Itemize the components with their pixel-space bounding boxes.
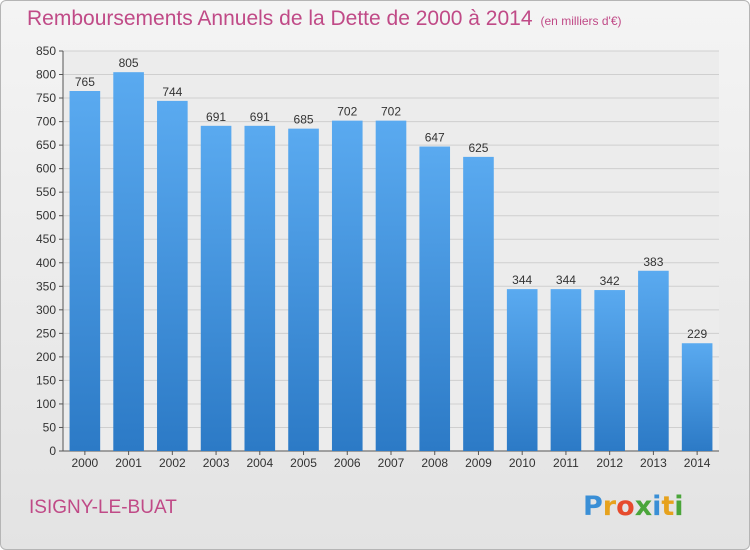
title-unit: (en milliers d'€) bbox=[540, 14, 622, 28]
bar-value-label: 344 bbox=[512, 273, 532, 287]
logo-letter: r bbox=[602, 491, 617, 522]
x-tick-label: 2005 bbox=[290, 456, 317, 470]
x-tick-label: 2006 bbox=[334, 456, 361, 470]
bar bbox=[681, 343, 713, 451]
y-tick-label: 300 bbox=[36, 303, 56, 317]
bar bbox=[419, 146, 451, 451]
x-tick-label: 2003 bbox=[203, 456, 230, 470]
bar-value-label: 702 bbox=[337, 105, 357, 119]
bar bbox=[69, 91, 101, 451]
bar-value-label: 744 bbox=[162, 85, 182, 99]
bar-value-label: 342 bbox=[600, 274, 620, 288]
logo-letter: i bbox=[674, 491, 684, 522]
logo-letter: o bbox=[616, 491, 635, 522]
x-tick-label: 2010 bbox=[509, 456, 536, 470]
bar-value-label: 691 bbox=[206, 110, 226, 124]
x-tick-label: 2008 bbox=[421, 456, 448, 470]
logo-letter: x bbox=[634, 491, 653, 522]
logo-letter: P bbox=[583, 491, 603, 522]
y-tick-label: 750 bbox=[36, 91, 56, 105]
bar-value-label: 685 bbox=[294, 113, 314, 127]
bar-value-label: 647 bbox=[425, 131, 445, 145]
y-tick-label: 200 bbox=[36, 350, 56, 364]
x-tick-label: 2013 bbox=[640, 456, 667, 470]
bar-value-label: 765 bbox=[75, 75, 95, 89]
chart-title: Remboursements Annuels de la Dette de 20… bbox=[27, 7, 622, 31]
y-tick-label: 100 bbox=[36, 397, 56, 411]
bar-value-label: 702 bbox=[381, 105, 401, 119]
y-tick-label: 500 bbox=[36, 209, 56, 223]
x-tick-label: 2009 bbox=[465, 456, 492, 470]
bar bbox=[200, 125, 232, 451]
proxiti-logo: Proxiti bbox=[583, 491, 684, 522]
y-tick-label: 700 bbox=[36, 115, 56, 129]
bar bbox=[331, 120, 363, 451]
x-tick-label: 2001 bbox=[115, 456, 142, 470]
bar-value-label: 691 bbox=[250, 110, 270, 124]
y-tick-label: 850 bbox=[36, 44, 56, 58]
commune-name: ISIGNY-LE-BUAT bbox=[29, 497, 177, 518]
bar bbox=[375, 120, 407, 451]
bar-value-label: 805 bbox=[119, 56, 139, 70]
y-tick-label: 800 bbox=[36, 68, 56, 82]
bar-value-label: 625 bbox=[468, 141, 488, 155]
x-tick-label: 2011 bbox=[553, 456, 579, 470]
logo-letter: t bbox=[661, 491, 675, 522]
bar bbox=[244, 125, 276, 451]
bar bbox=[288, 128, 319, 451]
bar-value-label: 344 bbox=[556, 273, 576, 287]
bar bbox=[638, 270, 669, 451]
x-tick-label: 2004 bbox=[246, 456, 273, 470]
bar-value-label: 383 bbox=[643, 255, 663, 269]
x-tick-label: 2000 bbox=[72, 456, 99, 470]
bar bbox=[113, 72, 144, 452]
y-tick-label: 600 bbox=[36, 162, 56, 176]
bar bbox=[506, 289, 538, 451]
bar-value-label: 229 bbox=[687, 327, 707, 341]
y-tick-label: 150 bbox=[36, 373, 56, 387]
y-tick-label: 650 bbox=[36, 138, 56, 152]
y-tick-label: 350 bbox=[36, 279, 56, 293]
y-tick-label: 50 bbox=[43, 420, 57, 434]
bar bbox=[594, 290, 625, 451]
y-tick-label: 400 bbox=[36, 256, 56, 270]
x-tick-label: 2014 bbox=[684, 456, 711, 470]
y-tick-label: 250 bbox=[36, 326, 56, 340]
x-tick-label: 2012 bbox=[596, 456, 623, 470]
y-tick-label: 550 bbox=[36, 185, 56, 199]
bar bbox=[550, 289, 582, 451]
title-text: Remboursements Annuels de la Dette de 20… bbox=[27, 7, 533, 30]
y-tick-label: 450 bbox=[36, 232, 56, 246]
bar bbox=[157, 100, 188, 451]
bar bbox=[463, 156, 494, 451]
x-tick-label: 2007 bbox=[378, 456, 405, 470]
y-tick-label: 0 bbox=[49, 444, 56, 458]
x-tick-label: 2002 bbox=[159, 456, 186, 470]
logo-letter: i bbox=[652, 491, 662, 522]
